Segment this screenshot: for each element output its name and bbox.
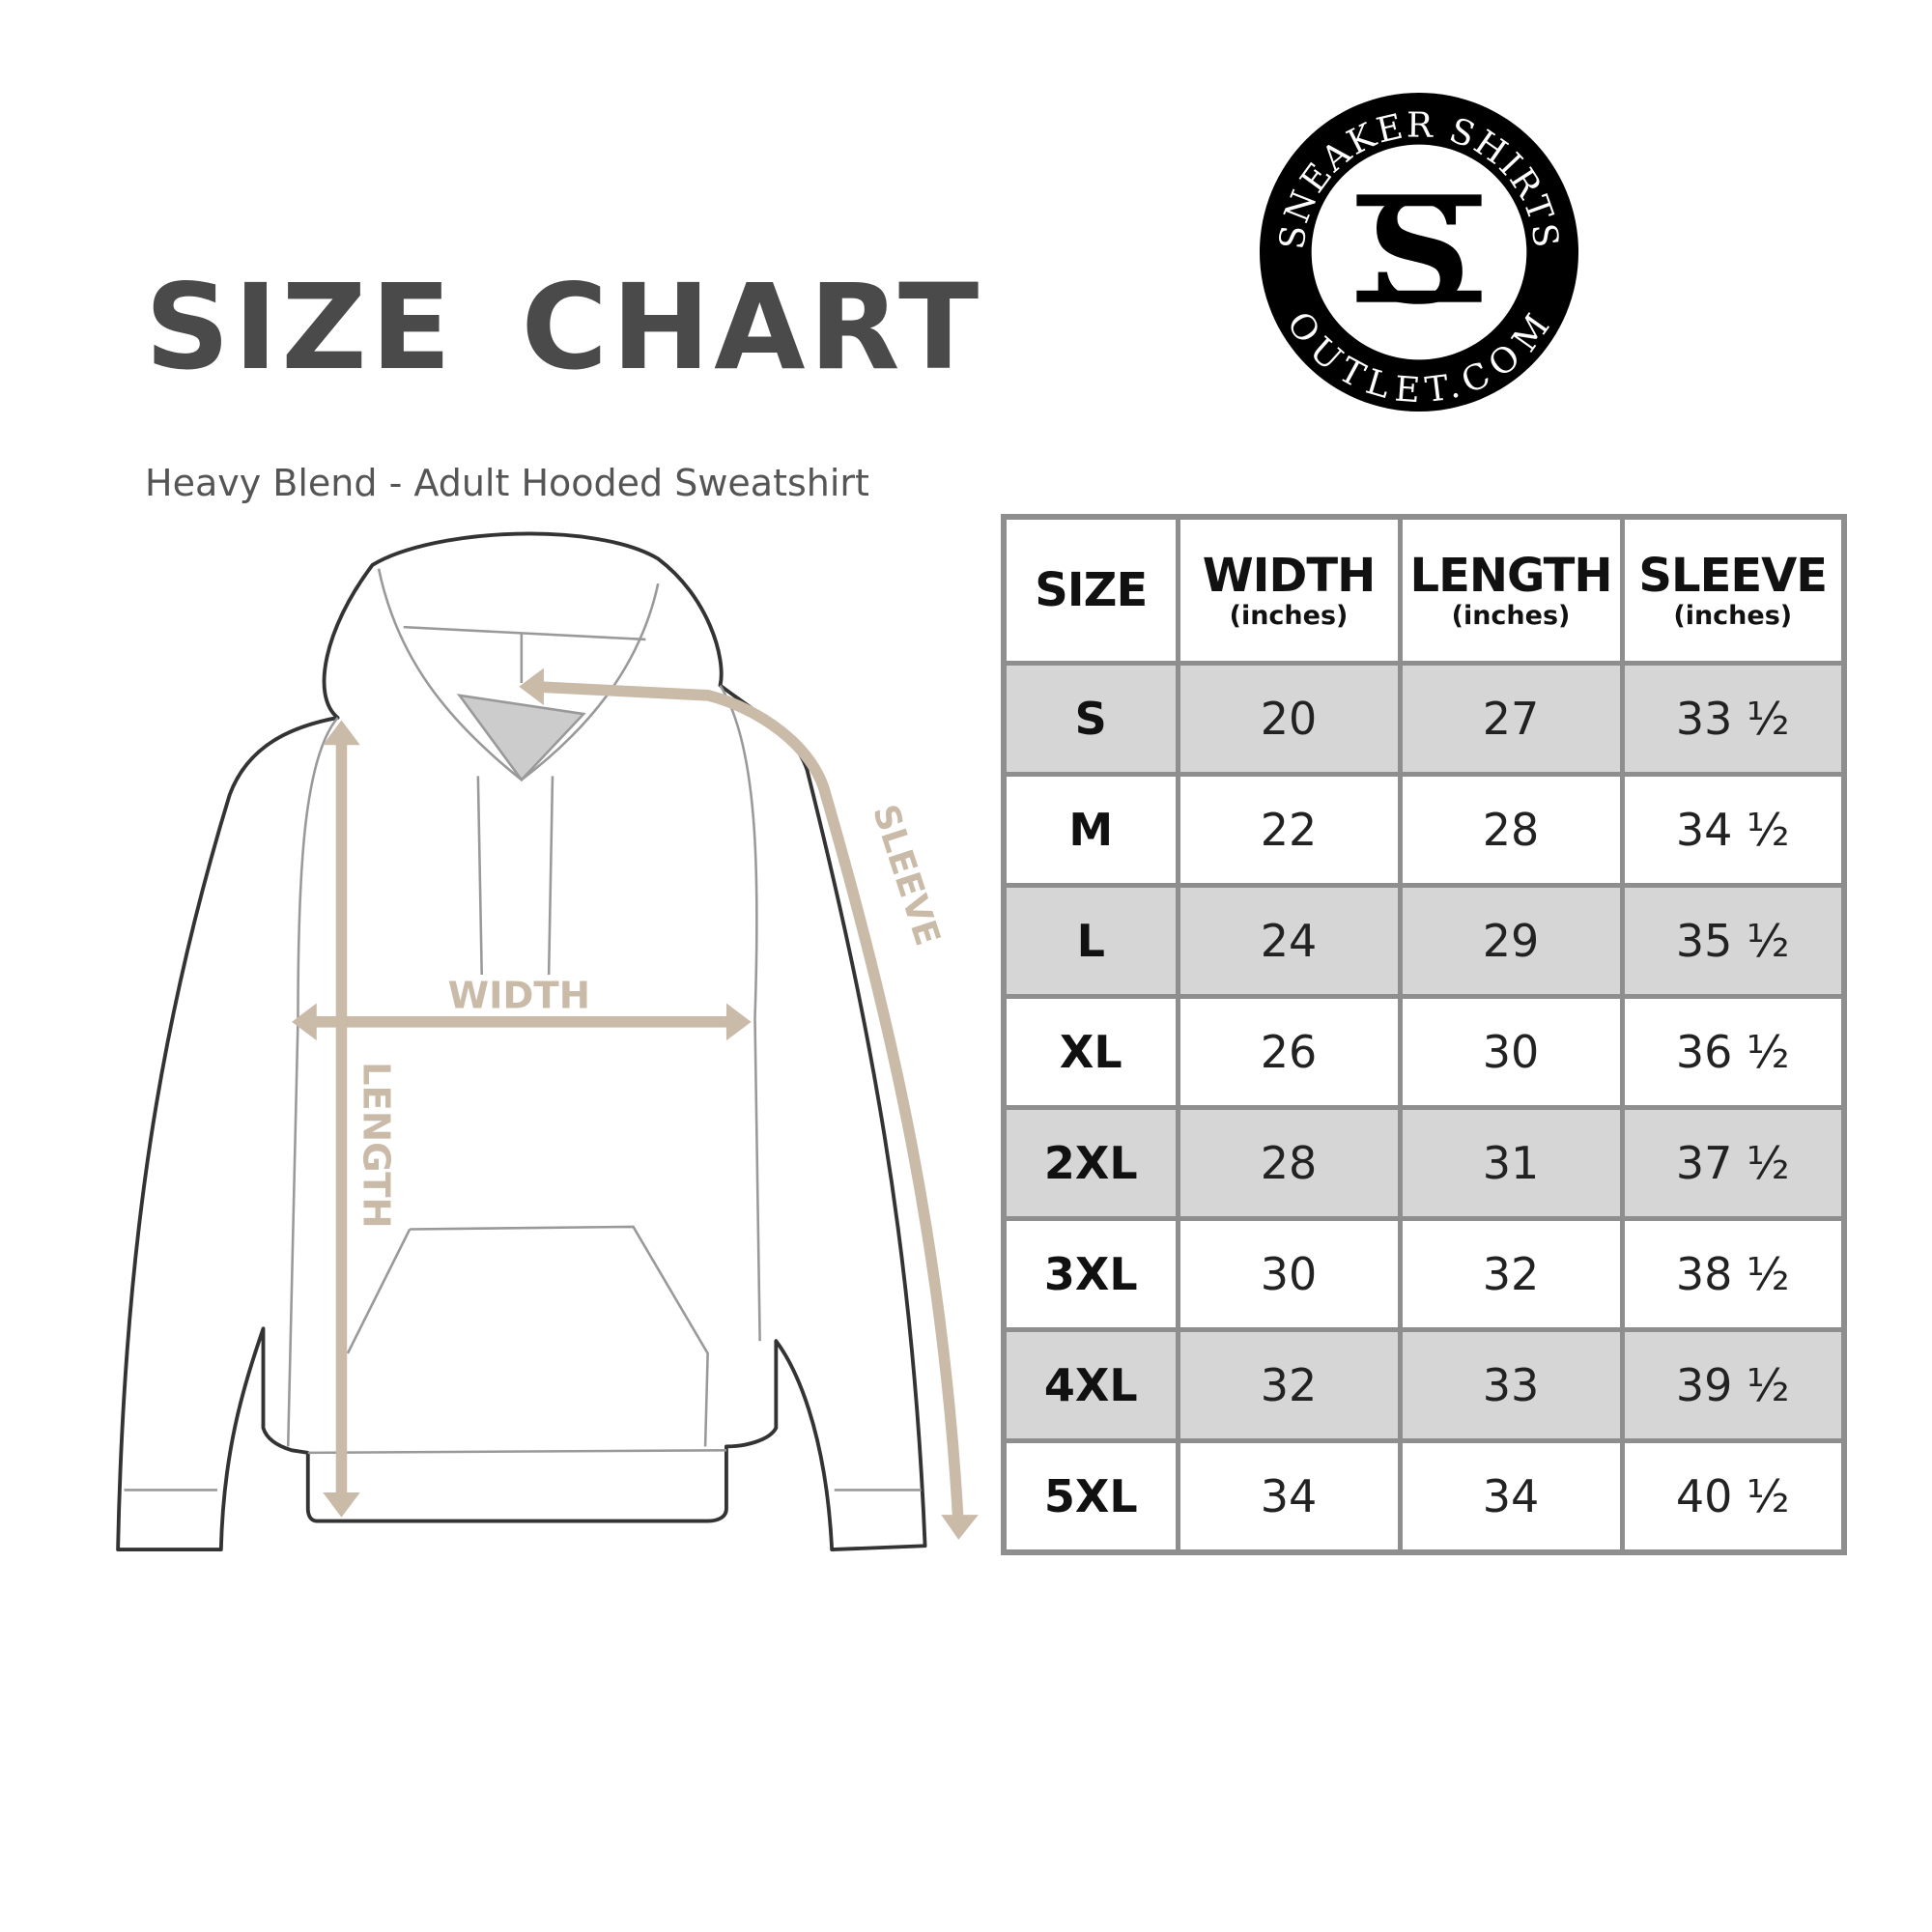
cell-size: M [1001,772,1180,888]
sleeve-label: SLEEVE [865,800,947,951]
cell-size: 4XL [1001,1327,1180,1443]
table-row: 5XL 34 34 40 ½ [1001,1438,1847,1555]
cell-length: 34 [1397,1438,1625,1555]
cell-sleeve: 36 ½ [1619,994,1847,1110]
table-row: XL 26 30 36 ½ [1001,994,1847,1110]
cell-sleeve: 39 ½ [1619,1327,1847,1443]
cell-size: 3XL [1001,1216,1180,1332]
cell-sleeve: 40 ½ [1619,1438,1847,1555]
page-title: SIZE CHART [145,259,983,396]
cell-size: 2XL [1001,1105,1180,1221]
width-label: WIDTH [448,975,590,1018]
cell-length: 33 [1397,1327,1625,1443]
product-subtitle: Heavy Blend - Adult Hooded Sweatshirt [145,462,869,504]
table-row: 3XL 30 32 38 ½ [1001,1216,1847,1332]
cell-length: 27 [1397,661,1625,777]
size-table: SIZE WIDTH (inches) LENGTH (inches) SLEEVE… [1001,514,1847,1555]
cell-sleeve: 37 ½ [1619,1105,1847,1221]
measure-arrows [303,681,965,1528]
cell-sleeve: 38 ½ [1619,1216,1847,1332]
cell-sleeve: 35 ½ [1619,883,1847,999]
header-width: WIDTH (inches) [1175,514,1403,666]
cell-size: XL [1001,994,1180,1110]
cell-width: 34 [1175,1438,1403,1555]
table-row: 2XL 28 31 37 ½ [1001,1105,1847,1221]
cell-width: 24 [1175,883,1403,999]
table-row: M 22 28 34 ½ [1001,772,1847,888]
header-size: SIZE [1001,514,1180,666]
cell-length: 29 [1397,883,1625,999]
cell-width: 30 [1175,1216,1403,1332]
table-row: L 24 29 35 ½ [1001,883,1847,999]
cell-length: 31 [1397,1105,1625,1221]
cell-size: L [1001,883,1180,999]
cell-length: 32 [1397,1216,1625,1332]
length-label: LENGTH [355,1062,398,1229]
header-sleeve: SLEEVE (inches) [1619,514,1847,666]
cell-width: 28 [1175,1105,1403,1221]
cell-width: 32 [1175,1327,1403,1443]
cell-length: 30 [1397,994,1625,1110]
table-header-row: SIZE WIDTH (inches) LENGTH (inches) SLEEVE… [1001,514,1847,666]
cell-size: 5XL [1001,1438,1180,1555]
hoodie-details [124,568,922,1492]
cell-sleeve: 34 ½ [1619,772,1847,888]
sleeve-arrow [533,681,965,1528]
cell-width: 22 [1175,772,1403,888]
header-length: LENGTH (inches) [1397,514,1625,666]
table-row: S 20 27 33 ½ [1001,661,1847,777]
cell-length: 28 [1397,772,1625,888]
sneaker-shirts-logo: SNEAKER SHIRTS OUTLET.COM S [1259,92,1579,412]
hoodie-outline [116,531,927,1552]
arrow-heads [292,668,979,1540]
table-row: 4XL 32 33 39 ½ [1001,1327,1847,1443]
cell-size: S [1001,661,1180,777]
cell-width: 26 [1175,994,1403,1110]
cell-width: 20 [1175,661,1403,777]
cell-sleeve: 33 ½ [1619,661,1847,777]
